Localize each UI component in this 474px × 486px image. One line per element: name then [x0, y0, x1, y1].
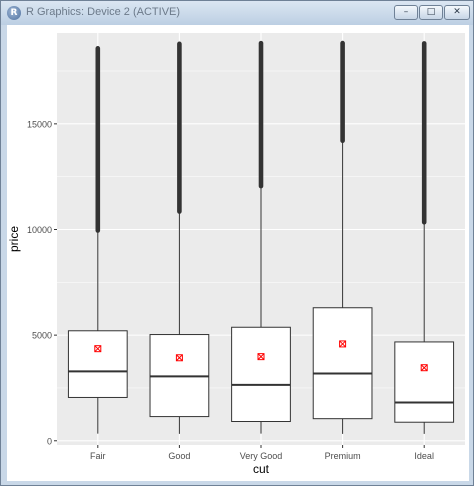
box-group — [231, 40, 291, 434]
mean-marker-square — [257, 353, 265, 361]
box-group — [312, 40, 373, 434]
mean-marker-square — [420, 364, 428, 372]
mean-marker-square — [339, 340, 347, 348]
x-tick-label: Premium — [325, 451, 361, 461]
box-group — [149, 41, 210, 434]
box-iqr — [312, 307, 373, 420]
x-tick-label: Very Good — [240, 451, 283, 461]
x-tick-label: Fair — [90, 451, 106, 461]
x-tick-label: Good — [168, 451, 190, 461]
minimize-button[interactable]: – — [394, 5, 418, 20]
y-tick-label: 10000 — [27, 225, 52, 235]
box-iqr — [231, 326, 291, 423]
y-tick-label: 5000 — [32, 331, 52, 341]
mean-marker-cross — [94, 345, 102, 353]
box-iqr — [394, 341, 455, 423]
y-tick-label: 15000 — [27, 119, 52, 129]
box-group — [67, 46, 128, 434]
title-bar[interactable]: R R Graphics: Device 2 (ACTIVE) – □ ✕ — [1, 1, 473, 25]
box-group — [394, 41, 455, 434]
x-axis-label: cut — [253, 462, 270, 476]
x-tick-label: Ideal — [414, 451, 434, 461]
maximize-button[interactable]: □ — [419, 5, 443, 20]
box-iqr — [67, 330, 128, 398]
window-title: R Graphics: Device 2 (ACTIVE) — [26, 6, 181, 18]
mean-marker-cross — [176, 354, 183, 362]
mean-marker-cross — [339, 340, 346, 348]
mean-marker-cross — [420, 364, 428, 372]
close-button[interactable]: ✕ — [444, 5, 470, 20]
mean-marker-square — [94, 345, 102, 353]
boxplot-chart: 0 5000 10000 15000 Fair Good Very Good Premium I… — [7, 33, 465, 476]
plot-area: 0 5000 10000 15000 Fair Good Very Good Premium I… — [7, 25, 469, 481]
y-tick-label: 0 — [47, 436, 52, 446]
r-app-icon: R — [7, 6, 21, 20]
mean-marker-cross — [257, 353, 265, 360]
mean-marker-square — [175, 354, 183, 362]
y-axis-label: price — [7, 226, 21, 252]
